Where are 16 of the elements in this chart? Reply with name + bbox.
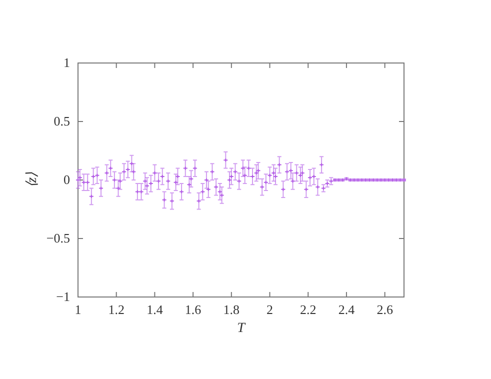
y-tick-label: 0.5 [54, 114, 70, 129]
x-tick-label: 2 [266, 302, 274, 318]
x-tick-label: 2.4 [338, 302, 356, 318]
x-tick-label: 2.6 [376, 302, 394, 318]
x-tick-label: 2.2 [300, 302, 316, 318]
x-tick-label: 1 [74, 302, 82, 318]
y-axis-title: ⟨z⟩ [25, 171, 40, 188]
x-tick-label: 1.4 [146, 302, 164, 318]
x-tick-label: 1.6 [184, 302, 202, 318]
y-tick-label: 0 [64, 172, 70, 188]
x-tick-label: 1.8 [223, 302, 240, 318]
x-axis-title: T [237, 321, 246, 336]
y-tick-label: −0.5 [46, 230, 70, 246]
y-tick-label: 1 [64, 55, 70, 70]
y-tick-label: −1 [56, 289, 70, 304]
x-tick-label: 1.2 [108, 302, 124, 318]
